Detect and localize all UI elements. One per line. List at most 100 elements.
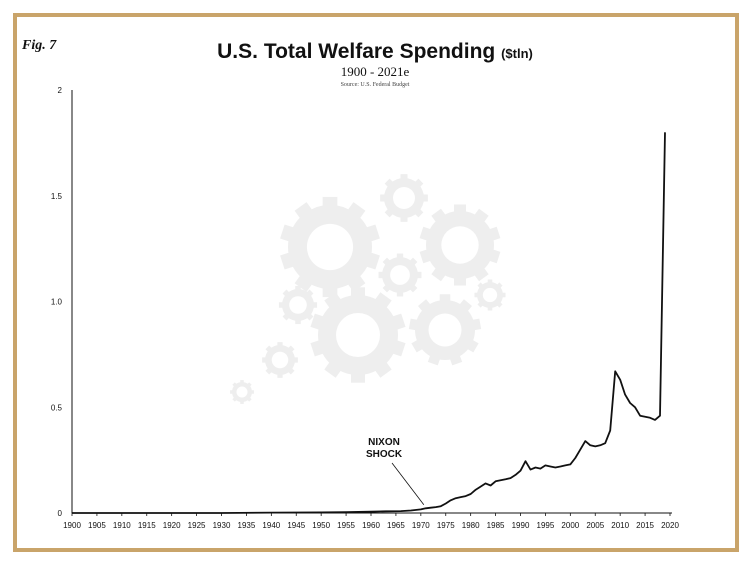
gear-tooth bbox=[372, 292, 392, 311]
gear-hole bbox=[289, 296, 307, 314]
gear-tooth bbox=[295, 319, 301, 325]
y-tick-label: 0.5 bbox=[51, 403, 63, 412]
gear-hole bbox=[306, 223, 354, 271]
gear-tooth bbox=[472, 208, 489, 225]
gear-tooth bbox=[382, 257, 392, 267]
gear-tooth bbox=[232, 396, 238, 402]
gear-hole bbox=[393, 187, 415, 209]
gear-tooth bbox=[439, 294, 451, 304]
x-tick-label: 1950 bbox=[312, 521, 330, 530]
gear-tooth bbox=[294, 202, 315, 222]
gear-tooth bbox=[295, 285, 301, 291]
gear-tooth bbox=[400, 215, 408, 222]
x-tick-label: 1935 bbox=[238, 521, 256, 530]
gear-tooth bbox=[324, 359, 344, 378]
x-tick-label: 1915 bbox=[138, 521, 156, 530]
x-tick-label: 1995 bbox=[537, 521, 555, 530]
y-tick-label: 1.0 bbox=[51, 298, 63, 307]
gear-tooth bbox=[477, 282, 484, 289]
gear-tooth bbox=[246, 382, 252, 388]
x-tick-label: 1945 bbox=[287, 521, 305, 530]
x-tick-label: 1960 bbox=[362, 521, 380, 530]
gear-tooth bbox=[457, 299, 473, 314]
gear-tooth bbox=[265, 345, 273, 353]
x-tick-label: 1930 bbox=[213, 521, 231, 530]
gear-shape bbox=[280, 196, 380, 298]
x-tick-label: 1975 bbox=[437, 521, 455, 530]
gear-tooth bbox=[487, 306, 493, 311]
gear-shape bbox=[380, 174, 428, 222]
gear-tooth bbox=[305, 312, 314, 321]
gear-hole bbox=[236, 386, 248, 398]
gear-tooth bbox=[431, 208, 448, 225]
gear-tooth bbox=[413, 178, 424, 189]
gear-tooth bbox=[240, 380, 244, 384]
gear-tooth bbox=[277, 373, 283, 378]
gear-hole bbox=[428, 313, 462, 347]
gear-tooth bbox=[282, 312, 291, 321]
x-tick-label: 2015 bbox=[636, 521, 654, 530]
y-tick-label: 2 bbox=[58, 86, 63, 95]
x-tick-label: 1940 bbox=[262, 521, 280, 530]
gears-icon bbox=[230, 174, 506, 404]
x-tick-label: 1970 bbox=[412, 521, 430, 530]
chart-series bbox=[72, 132, 666, 514]
gear-tooth bbox=[396, 253, 404, 260]
gear-tooth bbox=[496, 301, 503, 308]
gear-hole bbox=[336, 313, 380, 357]
x-tick-label: 1920 bbox=[163, 521, 181, 530]
gear-tooth bbox=[282, 289, 291, 298]
gear-tooth bbox=[408, 283, 418, 293]
gear-shape bbox=[474, 279, 506, 311]
x-tick-label: 2005 bbox=[586, 521, 604, 530]
gear-tooth bbox=[345, 202, 366, 222]
series-line bbox=[72, 132, 666, 514]
x-tick-label: 2000 bbox=[561, 521, 579, 530]
x-tick-label: 2010 bbox=[611, 521, 629, 530]
x-tick-label: 2020 bbox=[661, 521, 679, 530]
y-tick-label: 0 bbox=[58, 509, 63, 518]
gear-tooth bbox=[472, 265, 489, 282]
gear-tooth bbox=[487, 279, 493, 284]
gear-tooth bbox=[277, 342, 283, 347]
y-axis-ticks: 0 0.5 1.0 1.5 2 bbox=[51, 86, 63, 518]
figure-frame bbox=[13, 13, 739, 552]
gear-tooth bbox=[454, 204, 466, 216]
gear-tooth bbox=[305, 289, 314, 298]
gear-tooth bbox=[324, 292, 344, 311]
x-tick-label: 1955 bbox=[337, 521, 355, 530]
gear-tooth bbox=[372, 359, 392, 378]
gear-tooth bbox=[287, 345, 295, 353]
gear-tooth bbox=[232, 382, 238, 388]
x-tick-label: 1910 bbox=[113, 521, 131, 530]
annotation-pointer bbox=[391, 462, 425, 506]
gear-shape bbox=[378, 253, 422, 297]
chart-title-text: U.S. Total Welfare Spending bbox=[217, 40, 496, 63]
annotation-label: NIXON bbox=[368, 437, 400, 448]
x-tick-label: 1990 bbox=[512, 521, 530, 530]
x-tick-label: 1985 bbox=[487, 521, 505, 530]
gear-tooth bbox=[417, 299, 433, 314]
x-axis-ticks: 1900 1905 1910 1915 1920 1925 1930 1935 1940 1945… bbox=[63, 513, 679, 530]
y-tick-label: 1.5 bbox=[51, 192, 63, 201]
gear-shape bbox=[419, 204, 501, 286]
gear-hole bbox=[482, 287, 498, 303]
gear-hole bbox=[271, 351, 289, 369]
gear-tooth bbox=[400, 174, 408, 181]
gear-shape bbox=[278, 285, 318, 325]
gear-tooth bbox=[384, 178, 395, 189]
chart-subtitle: 1900 - 2021e bbox=[340, 64, 410, 79]
gear-shape bbox=[262, 342, 298, 378]
gear-tooth bbox=[396, 290, 404, 297]
x-tick-label: 1980 bbox=[462, 521, 480, 530]
gear-hole bbox=[441, 226, 479, 264]
chart-source: Source: U.S. Federal Budget bbox=[340, 82, 410, 88]
figure-label: Fig. 7 bbox=[22, 38, 57, 53]
gear-tooth bbox=[431, 265, 448, 282]
gear-shape bbox=[408, 294, 482, 366]
x-tick-label: 1900 bbox=[63, 521, 81, 530]
chart-title: U.S. Total Welfare Spending ($tln) bbox=[0, 40, 750, 64]
gear-tooth bbox=[287, 367, 295, 375]
